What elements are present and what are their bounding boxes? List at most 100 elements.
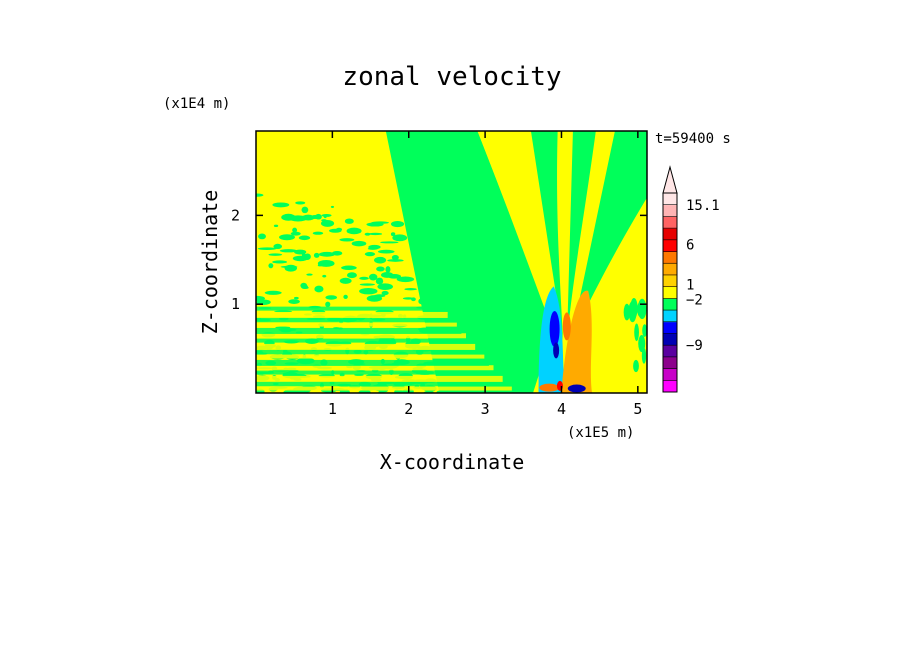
field-streak [638,334,646,353]
field-ray [566,131,596,340]
field-streak [469,247,479,252]
colorbar-swatch [663,321,677,334]
field-streak [320,220,335,227]
field-streak [380,241,399,244]
field-streak [506,361,511,364]
jet-surface-navy [567,384,586,393]
field-streak [325,301,331,308]
field-streak [390,220,405,228]
field-band [256,306,444,311]
time-label: t=59400 s [655,131,731,147]
colorbar-label: 15.1 [686,198,720,214]
field-ray [530,131,563,340]
field-streak [292,227,298,233]
field-band [256,359,489,366]
field-streak [314,285,324,293]
velocity-field [256,131,647,393]
field-streak [312,231,324,235]
field-streak [377,249,395,254]
field-streak [444,245,449,252]
field-streak [641,347,647,364]
field-streak [257,247,277,250]
field-streak [434,269,440,273]
field-streak [344,218,354,224]
field-streak [374,256,387,264]
x-tick-label: 1 [328,400,337,418]
field-streak [474,263,489,268]
field-streak [506,379,512,382]
jet-red-core [562,312,571,341]
field-band [256,343,476,350]
field-streak [488,349,505,354]
field-streak [335,227,343,232]
field-streak [279,234,295,241]
colorbar-swatch [663,368,677,381]
colorbar-swatch [663,251,677,264]
colorbar-label: 1 [686,278,694,294]
field-streak [402,297,414,300]
field-streak [481,249,491,257]
field-streak [325,295,338,300]
jet-navy-core [553,342,560,359]
field-streak [387,259,404,262]
field-band [256,365,494,371]
field-streak [367,247,378,250]
field-band [256,322,457,327]
field-streak [371,221,389,224]
field-streak [359,288,378,295]
colorbar-label: 6 [686,238,694,254]
field-streak [385,266,391,273]
field-streak [506,333,516,337]
field-streak [321,213,332,217]
colorbar-swatch [663,380,677,393]
field-streak [503,294,522,300]
field-region [385,131,553,393]
field-ray [477,131,559,340]
field-streak [420,273,436,276]
field-streak [504,312,516,317]
field-band [256,338,471,343]
field-streak [318,251,335,257]
field-streak [633,359,639,373]
jet-blue-core [549,311,560,348]
field-streak [502,354,518,361]
field-band [256,311,448,318]
field-streak [339,277,352,284]
field-ray [570,131,647,340]
colorbar-swatch [663,345,677,358]
colorbar-swatch [663,356,677,369]
field-streak [477,274,488,281]
field-streak [461,313,474,316]
field-streak [322,274,327,278]
field-streak [432,279,443,284]
field-band [256,386,512,391]
field-streak [273,243,283,249]
field-streak [506,249,514,253]
field-streak [458,295,472,299]
colorbar-swatch [663,204,677,217]
field-streak [304,253,311,260]
field-streak [366,295,383,302]
x-tick-label: 3 [481,400,490,418]
field-streak [428,276,446,280]
field-streak [396,276,415,283]
field-streak [409,235,415,242]
field-streak [489,290,495,295]
colorbar-swatch [663,333,677,346]
colorbar-swatch [663,228,677,241]
field-band [256,349,480,355]
field-streak [268,253,283,256]
field-band [256,327,462,334]
field-streak [339,238,355,242]
field-band [256,370,499,375]
field-streak [423,287,442,292]
field-streak [482,314,488,321]
field-streak [637,301,644,318]
field-streak [423,255,430,259]
field-streak [634,323,639,342]
field-streak [470,332,487,337]
field-streak [503,333,507,338]
field-streak [486,267,498,273]
x-tick-label: 5 [633,400,642,418]
field-streak [487,314,503,320]
